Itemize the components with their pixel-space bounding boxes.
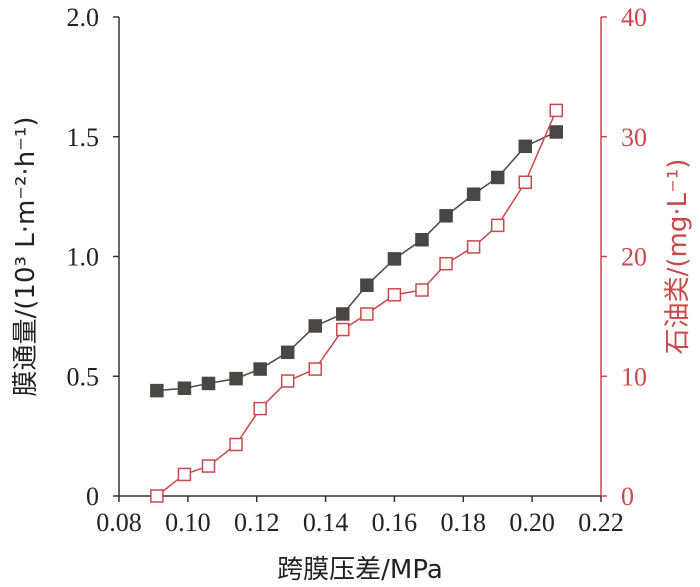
flux-data-point — [439, 209, 453, 223]
oil-data-point — [518, 175, 533, 190]
x-axis-title: 跨膜压差/MPa — [277, 555, 443, 585]
right-y-tick-label: 30 — [621, 123, 647, 152]
x-tick-label: 0.12 — [234, 508, 280, 537]
flux-data-point — [518, 139, 533, 154]
oil-data-point — [308, 362, 322, 376]
oil-data-point — [466, 240, 481, 254]
left-y-tick-label: 2.0 — [67, 3, 100, 32]
x-tick-label: 0.18 — [441, 508, 487, 537]
oil-data-point — [280, 374, 295, 388]
left-y-axis-title: 膜通量/(10³ L·m⁻²·h⁻¹) — [11, 117, 41, 397]
oil-data-point — [387, 288, 402, 302]
left-y-tick-label: 0 — [86, 482, 99, 511]
right-y-axis-title: 石油类/(mg·L⁻¹) — [663, 159, 693, 355]
oil-data-point — [229, 437, 243, 452]
flux-data-point — [549, 125, 563, 139]
flux-data-point — [253, 362, 267, 376]
flux-data-point — [308, 319, 322, 333]
oil-data-point — [549, 103, 563, 118]
oil-data-point — [177, 467, 192, 482]
flux-data-point — [336, 307, 350, 321]
series-group — [150, 103, 563, 503]
oil-series-line — [156, 110, 557, 497]
right-y-tick-label: 20 — [621, 243, 647, 272]
oil-data-point — [490, 218, 505, 233]
x-tick-label: 0.08 — [96, 508, 142, 537]
axes — [118, 17, 602, 497]
flux-data-point — [201, 376, 216, 391]
oil-data-point — [439, 256, 453, 271]
x-tick-label: 0.22 — [578, 508, 624, 537]
left-y-tick-label: 0.5 — [67, 362, 100, 391]
flux-data-point — [177, 381, 192, 395]
flux-data-point — [415, 232, 429, 247]
flux-series-line — [156, 131, 557, 392]
oil-data-point — [253, 401, 267, 416]
x-tick-label: 0.20 — [509, 508, 555, 537]
flux-data-point — [387, 252, 402, 266]
oil-data-point — [360, 307, 374, 321]
flux-data-point — [490, 170, 505, 185]
left-y-tick-label: 1.5 — [67, 123, 100, 152]
right-y-tick-label: 10 — [621, 362, 647, 391]
flux-data-point — [280, 345, 295, 360]
x-tick-label: 0.14 — [303, 508, 349, 537]
x-tick-label: 0.16 — [372, 508, 418, 537]
oil-data-point — [150, 489, 164, 503]
oil-data-point — [415, 283, 429, 297]
left-y-tick-label: 1.0 — [67, 243, 100, 272]
ticks: 0.08 0.10 0.12 0.14 0.16 0.18 0.20 0.2200.51.01… — [67, 3, 648, 537]
flux-data-point — [229, 371, 243, 386]
right-y-tick-label: 0 — [621, 482, 634, 511]
flux-data-point — [466, 187, 481, 201]
x-tick-label: 0.10 — [165, 508, 211, 537]
flux-data-point — [150, 383, 164, 398]
oil-data-point — [201, 459, 216, 473]
right-y-tick-label: 40 — [621, 3, 647, 32]
flux-data-point — [360, 278, 374, 292]
oil-data-point — [336, 322, 350, 337]
